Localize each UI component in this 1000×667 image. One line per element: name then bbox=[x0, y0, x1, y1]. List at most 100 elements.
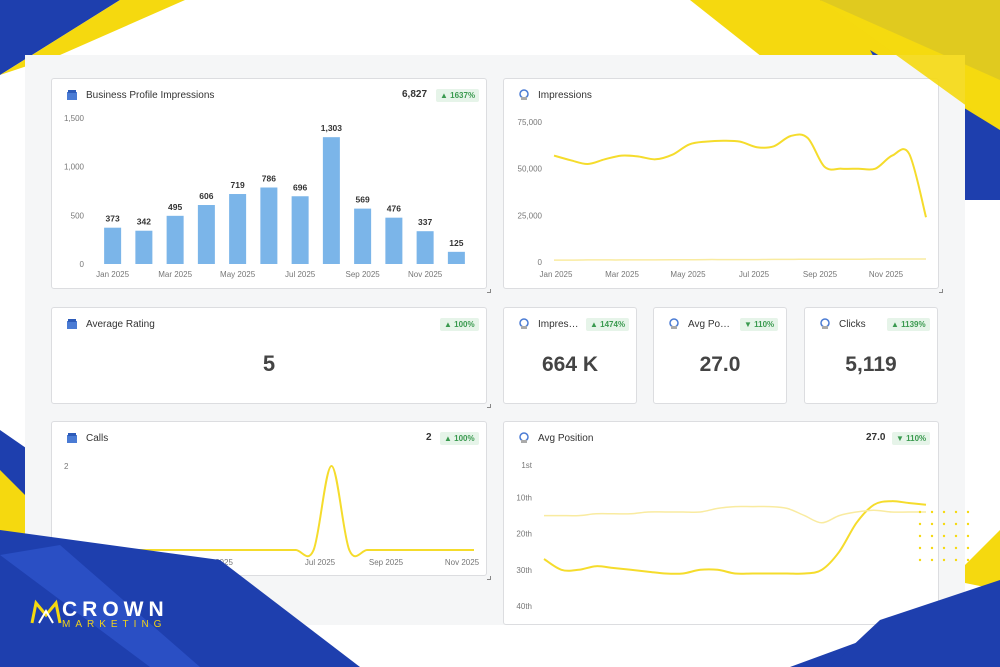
change-badge-down: ▼ 110% bbox=[892, 432, 931, 445]
google-my-business-icon bbox=[67, 90, 77, 100]
google-my-business-icon bbox=[67, 319, 77, 329]
card-title: Avg Po… bbox=[688, 319, 731, 330]
line-chart: 2 2025 Jul 2025 Sep 2025 Nov 2025 bbox=[64, 462, 480, 567]
clicks-metric-card: Clicks ▲ 1139% 5,119 bbox=[804, 307, 938, 404]
data-label: 719 bbox=[231, 180, 245, 190]
average-rating-card: Average Rating ▲ 100% 5 bbox=[51, 307, 491, 408]
business-profile-impressions-card: Business Profile Impressions 6,827 ▲ 163… bbox=[51, 78, 491, 293]
metric-value: 27.0 bbox=[699, 353, 741, 376]
series-line bbox=[543, 505, 926, 524]
y-tick-label: 2 bbox=[64, 462, 69, 471]
series-line bbox=[553, 258, 926, 261]
y-tick-label: 30th bbox=[516, 566, 532, 575]
x-tick-label: Jul 2025 bbox=[285, 270, 316, 279]
x-tick-label: Nov 2025 bbox=[408, 270, 443, 279]
avg-position-metric-card: Avg Po… ▼ 110% 27.0 bbox=[653, 307, 787, 404]
search-console-icon bbox=[820, 318, 830, 329]
card-title: Impressions bbox=[538, 90, 592, 101]
dashboard: Business Profile Impressions 6,827 ▲ 163… bbox=[25, 55, 965, 625]
brand-subtitle: MARKETING bbox=[62, 619, 167, 630]
y-tick-label: 20th bbox=[516, 530, 532, 539]
line-chart: 1st 10th 20th 30th 40th bbox=[516, 461, 927, 611]
y-tick-label: 1,500 bbox=[64, 114, 85, 123]
x-tick-label: May 2025 bbox=[220, 270, 256, 279]
x-tick-label: Mar 2025 bbox=[158, 270, 192, 279]
card-title: Calls bbox=[86, 433, 109, 444]
y-tick-label: 1,000 bbox=[64, 163, 85, 172]
data-label: 373 bbox=[106, 214, 120, 224]
bar bbox=[354, 208, 372, 264]
crown-marketing-logo bbox=[30, 599, 62, 624]
search-console-icon bbox=[669, 318, 679, 329]
data-label: 342 bbox=[137, 217, 151, 227]
search-console-icon bbox=[519, 432, 529, 443]
y-tick-label: 40th bbox=[516, 602, 532, 611]
bar bbox=[197, 205, 215, 264]
data-label: 569 bbox=[356, 195, 370, 205]
metric-value: 5 bbox=[262, 351, 276, 376]
x-tick-label: Mar 2025 bbox=[605, 270, 639, 279]
data-label: 786 bbox=[262, 173, 276, 183]
metric-value: 664 K bbox=[541, 353, 599, 376]
y-tick-label: 50,000 bbox=[518, 165, 543, 174]
y-tick-label: 10th bbox=[516, 494, 532, 503]
data-label: 495 bbox=[168, 202, 182, 212]
y-tick-label: 75,000 bbox=[518, 118, 543, 127]
data-label: 476 bbox=[387, 204, 401, 214]
x-tick-label: Jan 2025 bbox=[540, 270, 573, 279]
bar bbox=[135, 230, 153, 264]
metric-value: 5,119 bbox=[845, 353, 897, 376]
x-tick-label: Sep 2025 bbox=[345, 270, 380, 279]
x-tick-label: Sep 2025 bbox=[803, 270, 838, 279]
change-badge-up: ▲ 1474% bbox=[586, 318, 630, 331]
avg-position-card: Avg Position 27.0 ▼ 110% 1st 10th 20th 30th… bbox=[503, 421, 939, 625]
data-label: 337 bbox=[418, 217, 432, 227]
resize-handle[interactable] bbox=[487, 576, 491, 580]
resize-handle[interactable] bbox=[487, 404, 491, 408]
x-tick-label: May 2025 bbox=[670, 270, 706, 279]
dot-pattern bbox=[918, 510, 970, 562]
bar bbox=[416, 231, 434, 264]
line-chart: 75,000 50,000 25,000 0 Jan 2025 Mar 2025 May 2… bbox=[518, 118, 927, 279]
total-value: 2 bbox=[426, 432, 432, 443]
total-value: 6,827 bbox=[402, 89, 428, 100]
resize-handle[interactable] bbox=[939, 289, 943, 293]
x-tick-label: Nov 2025 bbox=[869, 270, 904, 279]
change-badge-down: ▼ 110% bbox=[740, 318, 779, 331]
card-title: Average Rating bbox=[86, 319, 155, 330]
change-badge-up: ▲ 1637% bbox=[436, 89, 480, 102]
resize-handle[interactable] bbox=[487, 289, 491, 293]
data-label: 696 bbox=[293, 182, 307, 192]
change-badge-up: ▲ 100% bbox=[440, 432, 479, 445]
y-tick-label: 25,000 bbox=[518, 211, 543, 220]
search-console-icon bbox=[519, 318, 529, 329]
search-console-icon bbox=[519, 89, 529, 100]
bar bbox=[291, 196, 309, 264]
x-tick-label: Jul 2025 bbox=[739, 270, 770, 279]
impressions-metric-card: Impres… ▲ 1474% 664 K bbox=[503, 307, 637, 404]
y-tick-label: 0 bbox=[80, 260, 85, 269]
bar bbox=[260, 187, 278, 264]
bar bbox=[166, 215, 184, 264]
data-label: 606 bbox=[199, 191, 213, 201]
data-label: 125 bbox=[449, 238, 463, 248]
y-tick-label: 500 bbox=[71, 211, 85, 220]
change-badge-up: ▲ 100% bbox=[440, 318, 479, 331]
bar bbox=[447, 251, 465, 264]
card-title: Impres… bbox=[538, 319, 579, 330]
bar-chart: 1,500 1,000 500 0 373 342 495 606 719 786 696 1,303… bbox=[64, 114, 465, 279]
y-tick-label: 0 bbox=[538, 258, 543, 267]
brand-name: CROWN bbox=[62, 598, 169, 621]
x-tick-label: Nov 2025 bbox=[445, 558, 480, 567]
data-label: 1,303 bbox=[321, 123, 343, 133]
card-title: Business Profile Impressions bbox=[86, 90, 215, 101]
x-tick-label: 2025 bbox=[215, 558, 233, 567]
series-line bbox=[543, 500, 927, 575]
card-title: Avg Position bbox=[538, 433, 594, 444]
bar bbox=[229, 194, 247, 264]
series-line bbox=[553, 133, 927, 218]
bar bbox=[104, 227, 122, 264]
series-line bbox=[81, 464, 474, 558]
x-tick-label: Jan 2025 bbox=[96, 270, 129, 279]
